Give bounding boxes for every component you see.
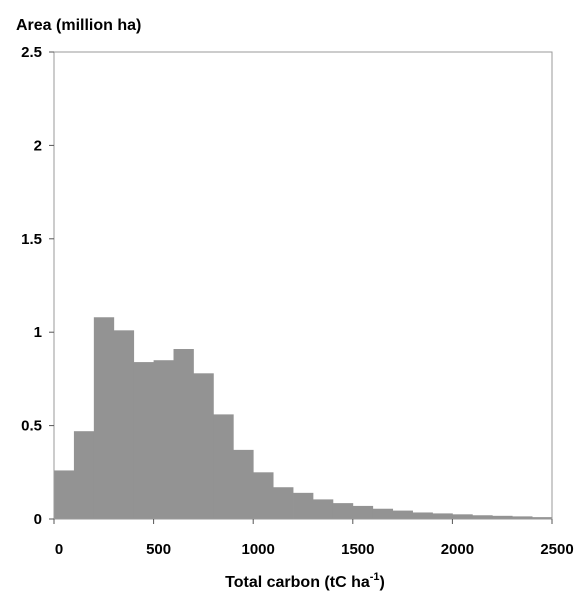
histogram-bar	[173, 349, 194, 519]
x-tick-label: 1500	[341, 541, 374, 558]
y-tick-label: 2.5	[21, 44, 42, 61]
histogram-bar	[193, 373, 214, 519]
x-tick-label: 2500	[540, 541, 573, 558]
bars-group	[54, 317, 553, 519]
x-axis-title: Total carbon (tC ha-1)	[225, 571, 385, 591]
y-tick-label: 0	[34, 511, 42, 528]
x-tick-label: 2000	[441, 541, 474, 558]
x-axis-title-main: Total carbon (tC ha	[225, 574, 370, 591]
histogram-bar	[492, 515, 513, 519]
x-axis-title-superscript: -1	[370, 571, 380, 583]
y-axis: 0 0.5 1 1.5 2 2.5	[21, 44, 54, 528]
histogram-bar	[93, 317, 115, 519]
histogram-bar	[233, 449, 254, 519]
plot-frame	[53, 51, 553, 520]
x-tick-label: 500	[146, 541, 171, 558]
histogram-bar	[512, 516, 533, 519]
histogram-bar	[452, 514, 473, 519]
y-tick-label: 1.5	[21, 231, 42, 248]
histogram-bar	[312, 499, 334, 519]
y-axis-title: Area (million ha)	[16, 17, 141, 34]
histogram-bar	[113, 330, 135, 519]
histogram-bar	[273, 487, 294, 519]
histogram-bar	[54, 470, 75, 519]
histogram-bar	[332, 503, 354, 519]
histogram-bar	[412, 512, 433, 519]
histogram-bar	[532, 517, 553, 519]
x-axis-title-suffix: )	[380, 574, 385, 591]
histogram-bar	[372, 508, 394, 519]
y-tick-label: 1	[34, 324, 42, 341]
x-tick-label: 0	[55, 541, 63, 558]
histogram-bar	[293, 492, 314, 519]
histogram-bar	[392, 510, 413, 519]
histogram-bar	[352, 505, 374, 519]
x-axis: 0 500 1000 1500 2000 2500	[53, 519, 574, 558]
histogram-bar	[253, 472, 274, 519]
y-tick-label: 2	[34, 137, 42, 154]
y-tick-label: 0.5	[21, 418, 42, 435]
histogram-bar	[472, 515, 493, 519]
histogram-bar	[153, 360, 174, 519]
histogram-bar	[73, 431, 95, 519]
x-tick-label: 1000	[242, 541, 275, 558]
histogram-bar	[213, 414, 234, 519]
histogram-bar	[432, 513, 453, 519]
histogram-bar	[133, 362, 154, 519]
